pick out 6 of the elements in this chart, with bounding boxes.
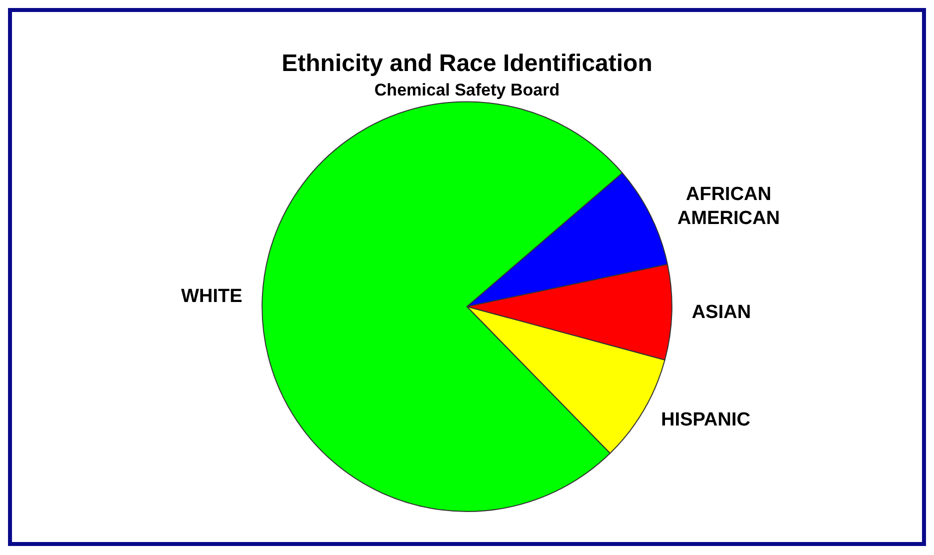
slice-label: AFRICAN AMERICAN — [677, 184, 780, 230]
chart-subtitle: Chemical Safety Board — [374, 80, 560, 100]
chart-title: Ethnicity and Race Identification — [282, 50, 652, 78]
slice-label: ASIAN — [692, 302, 751, 324]
slice-label: WHITE — [181, 286, 242, 308]
slice-label: HISPANIC — [660, 410, 751, 431]
